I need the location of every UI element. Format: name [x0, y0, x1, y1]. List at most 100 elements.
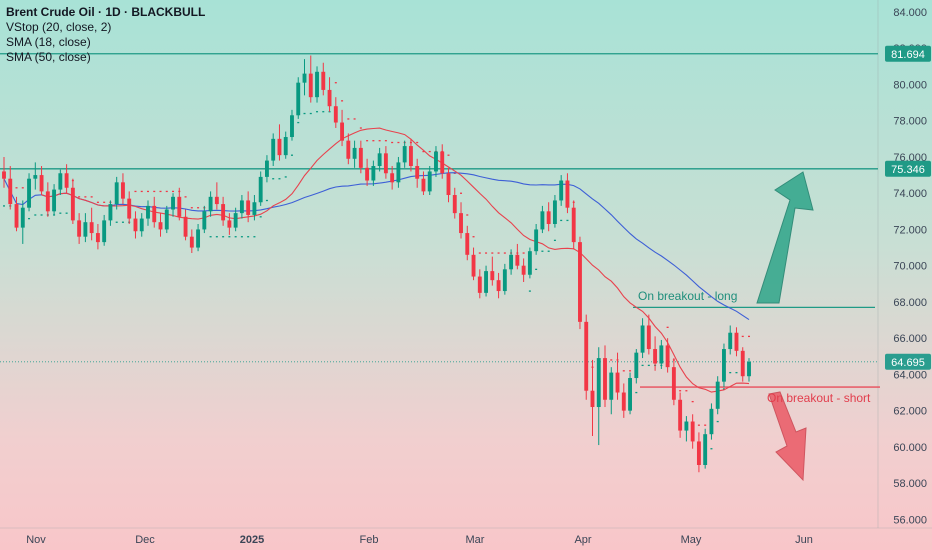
vstop-point: [528, 290, 531, 292]
vstop-point: [397, 141, 400, 144]
vstop-point: [341, 100, 344, 102]
vstop-point: [21, 187, 24, 189]
candle-body: [202, 211, 207, 230]
indicator-sma18[interactable]: SMA (18, close): [6, 35, 91, 49]
vstop-point: [453, 172, 456, 174]
indicator-vstop[interactable]: VStop (20, close, 2): [6, 20, 112, 34]
vstop-point: [384, 140, 387, 142]
candle-body: [621, 392, 626, 411]
candle-body: [571, 207, 576, 243]
candle-body: [239, 200, 244, 214]
vstop-point: [635, 391, 638, 394]
candle-body: [628, 378, 632, 411]
candle-body: [146, 205, 150, 219]
candle-body: [578, 242, 582, 322]
candle-body: [728, 332, 733, 350]
candle-body: [227, 220, 232, 228]
candle-body: [58, 173, 63, 190]
candle-body: [740, 350, 745, 377]
vstop-point: [503, 252, 506, 254]
vstop-point: [290, 154, 293, 156]
candle-body: [296, 82, 301, 116]
symbol-title[interactable]: Brent Crude Oil · 1D · BLACKBULL: [6, 5, 206, 19]
candle-body: [596, 358, 601, 408]
vstop-point: [447, 154, 450, 156]
vstop-point: [553, 239, 556, 242]
candle-body: [14, 204, 19, 228]
vstop-point: [353, 118, 356, 120]
vstop-point: [560, 219, 563, 222]
candle-body: [321, 71, 326, 90]
candle-body: [189, 236, 194, 248]
vstop-point: [641, 364, 644, 367]
vstop-point: [78, 196, 81, 198]
level-badge-81.694: [885, 45, 931, 62]
candle-body: [333, 106, 338, 123]
candle-body: [434, 151, 438, 172]
vstop-point: [121, 221, 124, 223]
y-tick-label: 64.000: [893, 369, 927, 381]
candle-body: [383, 153, 388, 174]
candle-body: [233, 213, 238, 228]
vstop-point: [259, 216, 262, 218]
vstop-point: [334, 82, 337, 84]
candle-body: [171, 196, 175, 210]
vstop-point: [422, 150, 425, 153]
vstop-point: [697, 424, 700, 426]
vstop-point: [3, 205, 5, 207]
vstop-point: [491, 252, 494, 254]
candle-body: [534, 229, 539, 252]
vstop-point: [90, 196, 93, 198]
candle-body: [258, 176, 263, 203]
candle-body: [121, 182, 125, 199]
vstop-point: [222, 236, 225, 238]
candle-body: [684, 421, 689, 431]
candle-body: [615, 372, 620, 393]
vstop-point: [134, 190, 137, 193]
candle-body: [709, 408, 714, 435]
candle-body: [690, 421, 695, 442]
vstop-point: [666, 326, 669, 328]
level-badge-64.695: [885, 353, 931, 370]
vstop-point: [366, 140, 369, 142]
vstop-point: [278, 178, 281, 180]
candle-body: [734, 332, 739, 351]
candle-body: [484, 271, 488, 293]
candle-body: [703, 434, 708, 465]
indicator-sma50[interactable]: SMA (50, close): [6, 50, 91, 64]
vstop-point: [96, 201, 99, 203]
candle-body: [609, 372, 614, 400]
candle-body: [402, 146, 407, 163]
candle-body: [52, 189, 57, 212]
x-tick-label: Nov: [26, 534, 46, 546]
vstop-point: [497, 252, 500, 254]
vstop-point: [184, 196, 187, 198]
vstop-point: [316, 111, 319, 113]
candle-body: [502, 269, 507, 292]
vstop-point: [748, 335, 750, 338]
candle-body: [408, 146, 413, 167]
candle-body: [715, 381, 720, 409]
vstop-point: [391, 141, 394, 144]
vstop-point: [416, 141, 419, 144]
candle-body: [177, 196, 182, 217]
vstop-point: [265, 199, 268, 202]
candle-body: [352, 147, 357, 159]
candle-body: [327, 89, 332, 107]
vstop-point: [240, 236, 243, 238]
vstop-point: [34, 214, 37, 216]
candle-body: [152, 205, 157, 223]
candle-body: [39, 175, 44, 192]
vstop-point: [378, 140, 381, 142]
vstop-point: [159, 190, 162, 193]
candle-body: [565, 180, 570, 208]
x-tick-label: Apr: [574, 534, 591, 546]
x-tick-label: Mar: [466, 534, 485, 546]
candle-body: [722, 349, 726, 382]
candle-body: [459, 213, 463, 234]
y-tick-label: 74.000: [893, 188, 927, 200]
candle-body: [490, 271, 495, 281]
candle-body: [671, 367, 676, 400]
